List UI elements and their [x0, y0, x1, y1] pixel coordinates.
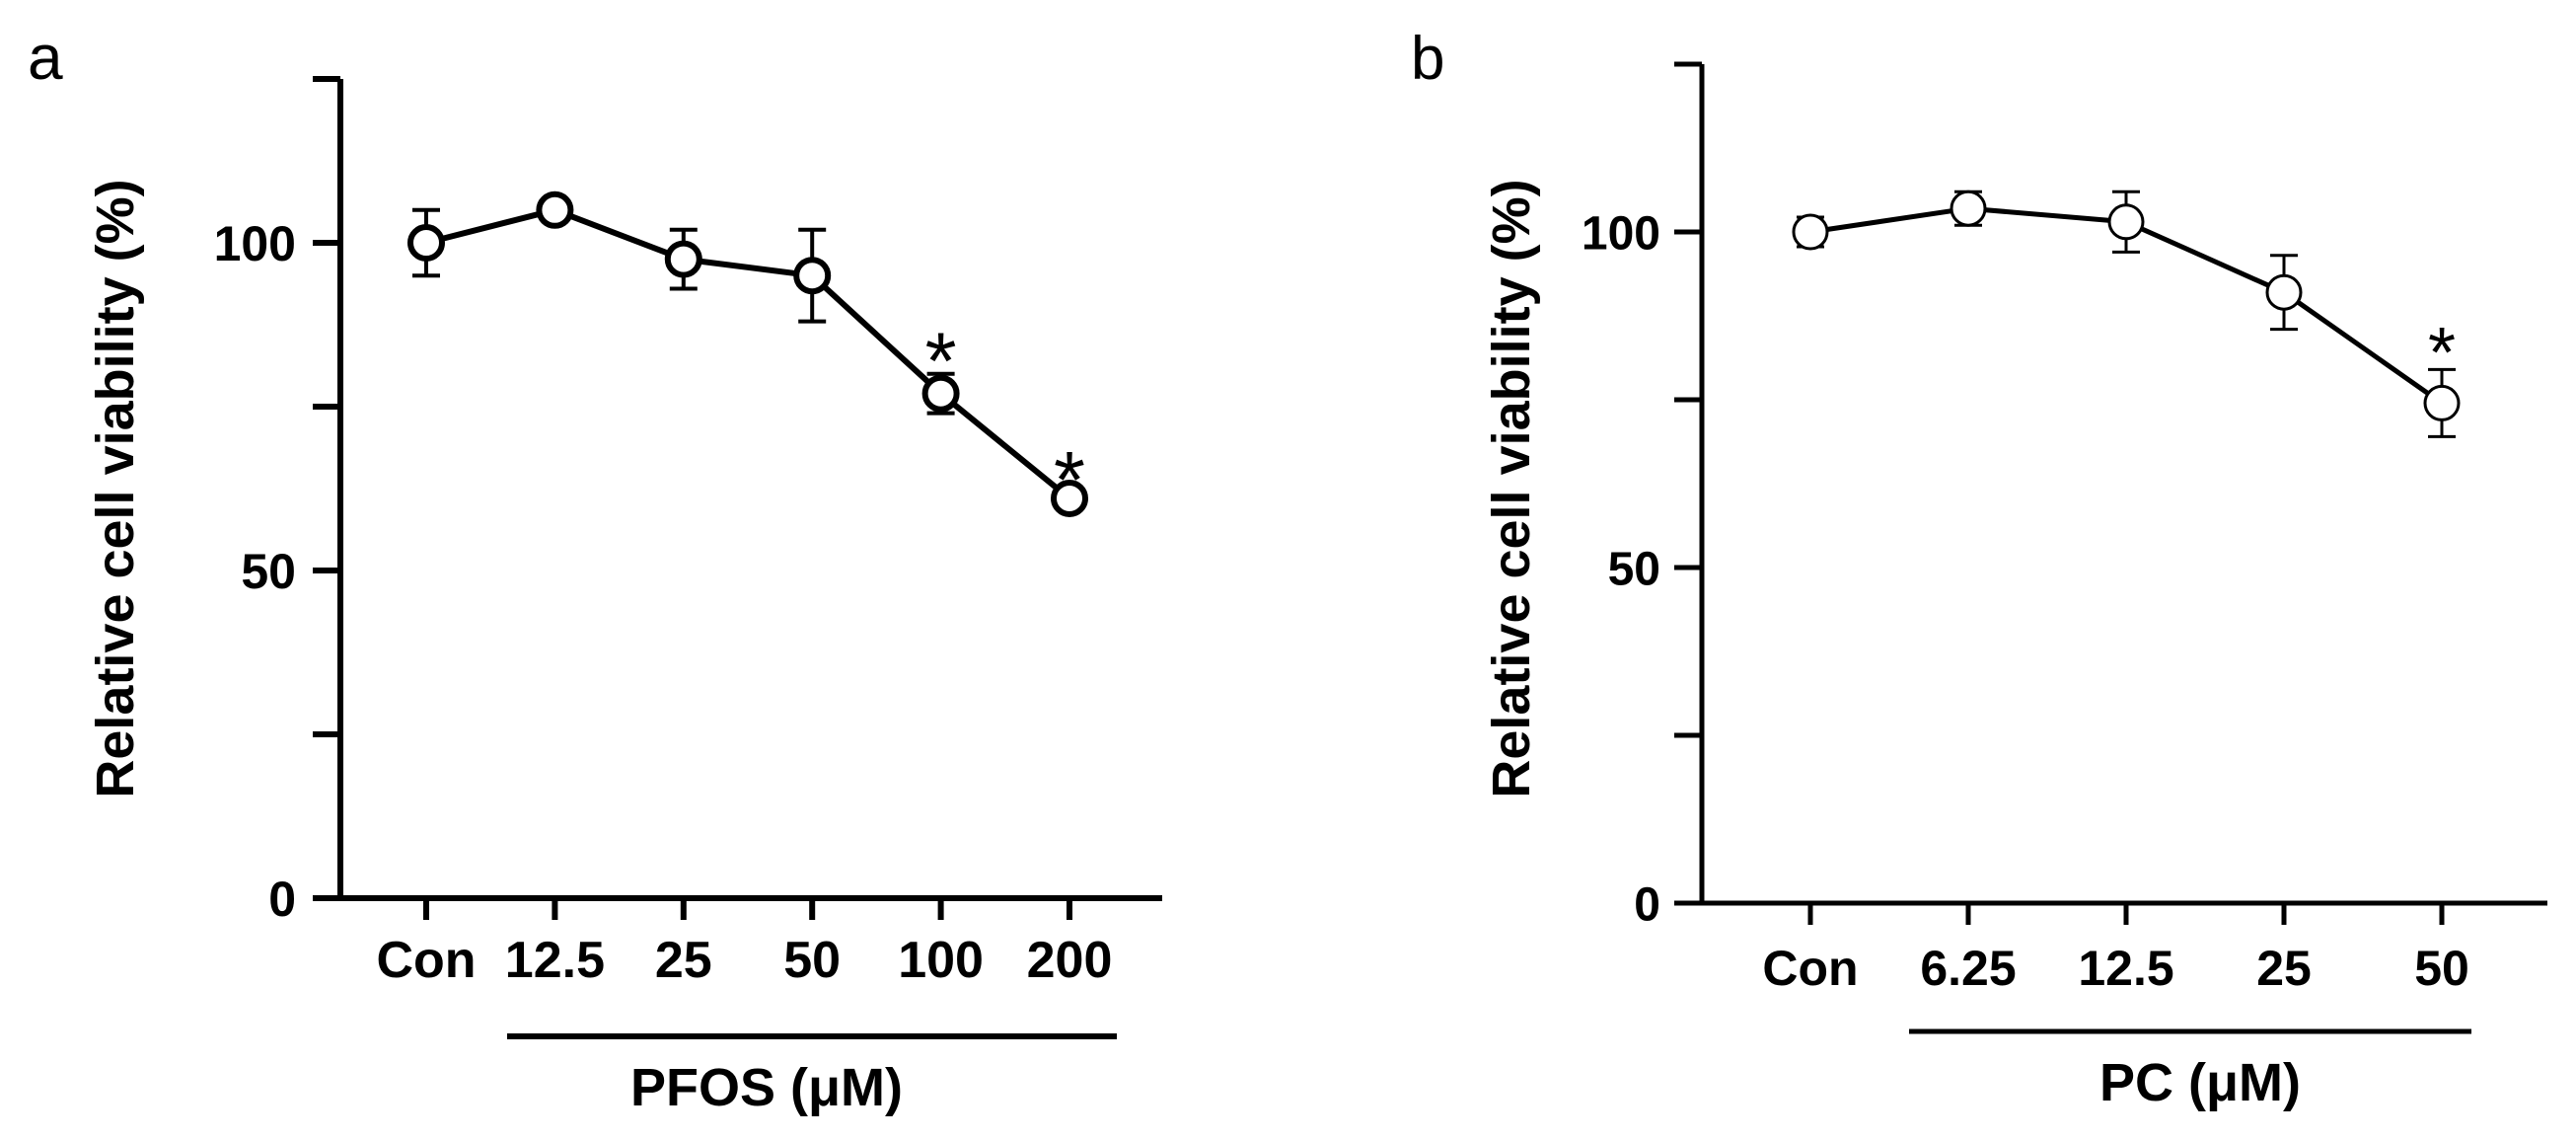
x-tick-label: 50	[783, 932, 841, 989]
data-point	[664, 240, 702, 278]
data-point	[2107, 203, 2145, 241]
data-point	[921, 374, 960, 413]
y-tick-label: 0	[268, 872, 296, 927]
y-axis-label: Relative cell viability (%)	[86, 179, 145, 798]
panel-b: b 0 50 100 Con 6.25 12.5 25 50 PC (μM) Relative ce…	[1411, 25, 2547, 1112]
x-tick-label: 25	[2256, 941, 2312, 996]
significance-marker: *	[2428, 314, 2456, 393]
significance-marker: *	[1054, 436, 1085, 526]
y-tick-label: 0	[1634, 878, 1660, 931]
data-point	[407, 224, 445, 262]
x-axis-label: PFOS (μM)	[630, 1058, 903, 1117]
y-tick-label: 100	[214, 216, 296, 271]
data-point	[1051, 479, 1088, 517]
x-tick-label: Con	[376, 932, 476, 989]
x-tick-label: 100	[898, 932, 984, 989]
data-point	[2423, 384, 2461, 421]
x-tick-label: 200	[1027, 932, 1113, 989]
series-line	[425, 206, 1071, 501]
x-tick-label: 6.25	[1920, 941, 2016, 996]
x-axis-label: PC (μM)	[2099, 1053, 2301, 1112]
data-point	[536, 190, 574, 229]
panel-label: b	[1411, 25, 1444, 93]
y-axis-label: Relative cell viability (%)	[1482, 179, 1541, 798]
x-tick-label: 12.5	[505, 932, 605, 989]
data-point	[1950, 190, 1987, 227]
y-tick-label: 100	[1582, 207, 1660, 260]
data-point	[1792, 213, 1829, 251]
x-tick-label: 12.5	[2078, 941, 2173, 996]
significance-marker: *	[925, 317, 957, 407]
x-tick-label: 25	[655, 932, 712, 989]
x-tick-label: Con	[1762, 941, 1858, 996]
y-tick-label: 50	[241, 544, 296, 599]
panel-label: a	[28, 22, 63, 93]
data-point	[793, 257, 832, 295]
data-point	[2265, 273, 2303, 311]
y-tick-label: 50	[1608, 543, 1660, 595]
panel-a: a 0 50 100 Con 12.5 25 50 100 200 PFOS (μM) Relativ…	[28, 22, 1162, 1117]
x-tick-label: 50	[2414, 941, 2469, 996]
